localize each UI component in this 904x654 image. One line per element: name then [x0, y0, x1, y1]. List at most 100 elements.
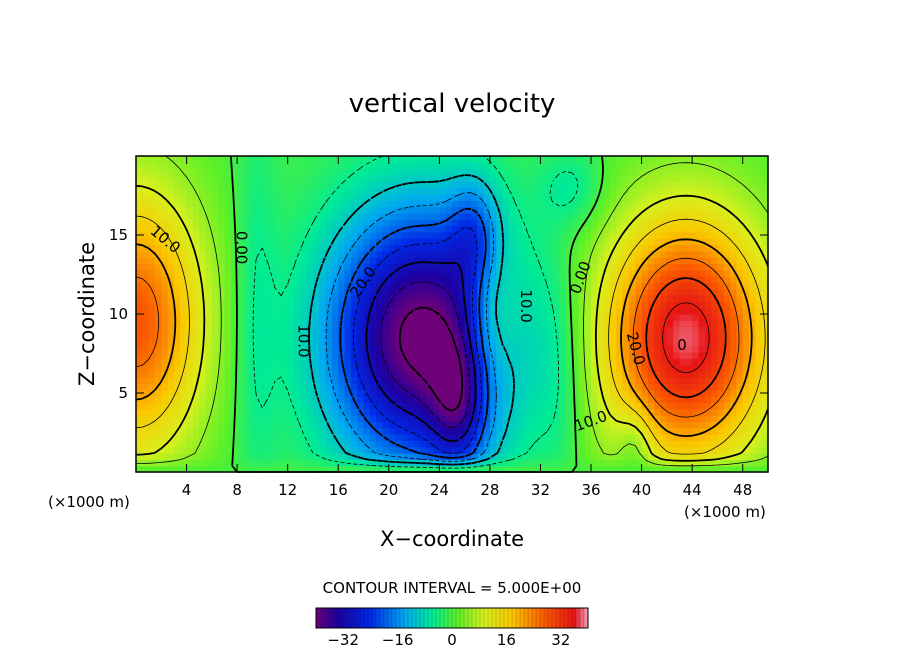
heatmap-cell	[325, 276, 333, 283]
heatmap-cell	[749, 370, 756, 378]
heatmap-cell	[414, 427, 421, 435]
heatmap-cell	[420, 288, 428, 296]
heatmap-cell	[660, 364, 668, 372]
heatmap-cell	[136, 408, 143, 416]
heatmap-cell	[306, 181, 314, 189]
heatmap-cell	[306, 402, 314, 410]
heatmap-cell	[546, 314, 554, 321]
heatmap-cell	[142, 383, 150, 391]
heatmap-cell	[180, 326, 188, 334]
heatmap-cell	[439, 307, 447, 315]
heatmap-cell	[382, 156, 390, 163]
heatmap-cell	[306, 288, 314, 296]
heatmap-cell	[445, 288, 453, 296]
heatmap-cell	[628, 314, 636, 321]
heatmap-cell	[470, 301, 478, 309]
heatmap-cell	[401, 200, 409, 208]
heatmap-cell	[496, 383, 504, 391]
heatmap-cell	[319, 377, 327, 385]
heatmap-cell	[711, 162, 719, 170]
heatmap-cell	[761, 263, 769, 271]
heatmap-cell	[578, 339, 586, 347]
heatmap-cell	[268, 162, 276, 170]
heatmap-cell	[161, 168, 169, 176]
heatmap-cell	[527, 427, 535, 435]
heatmap-cell	[180, 263, 188, 271]
heatmap-cell	[597, 358, 605, 366]
heatmap-cell	[161, 174, 169, 182]
heatmap-cell	[502, 377, 510, 385]
heatmap-cell	[489, 434, 497, 441]
heatmap-cell	[331, 465, 339, 473]
heatmap-cell	[603, 263, 611, 271]
heatmap-cell	[268, 282, 276, 290]
heatmap-cell	[622, 193, 630, 201]
heatmap-cell	[243, 244, 251, 252]
heatmap-cell	[344, 219, 352, 227]
heatmap-cell	[540, 231, 548, 239]
heatmap-cell	[268, 200, 276, 208]
heatmap-cell	[673, 434, 681, 441]
heatmap-cell	[136, 402, 143, 410]
heatmap-cell	[647, 181, 655, 189]
heatmap-cell	[673, 193, 681, 201]
heatmap-cell	[243, 408, 251, 416]
heatmap-cell	[199, 269, 207, 277]
heatmap-cell	[489, 288, 497, 296]
heatmap-cell	[376, 162, 384, 170]
heatmap-cell	[338, 301, 346, 309]
heatmap-cell	[559, 307, 567, 315]
heatmap-cell	[546, 168, 554, 176]
heatmap-cell	[553, 415, 561, 423]
heatmap-cell	[641, 238, 649, 246]
heatmap-cell	[527, 446, 535, 454]
heatmap-cell	[312, 263, 320, 271]
heatmap-cell	[698, 200, 706, 208]
heatmap-cell	[584, 389, 592, 397]
heatmap-cell	[755, 345, 763, 353]
heatmap-cell	[679, 295, 687, 302]
heatmap-cell	[445, 212, 453, 220]
heatmap-cell	[230, 383, 238, 391]
heatmap-cell	[692, 244, 700, 252]
heatmap-cell	[294, 301, 301, 309]
heatmap-cell	[502, 181, 510, 189]
heatmap-cell	[211, 377, 219, 385]
heatmap-cell	[755, 402, 763, 410]
heatmap-cell	[597, 377, 605, 385]
heatmap-cell	[546, 415, 554, 423]
heatmap-cell	[540, 370, 548, 378]
heatmap-cell	[426, 156, 434, 163]
heatmap-cell	[382, 219, 390, 227]
heatmap-cell	[142, 257, 150, 265]
heatmap-cell	[262, 332, 270, 340]
heatmap-cell	[256, 345, 263, 353]
heatmap-cell	[407, 402, 415, 410]
heatmap-cell	[749, 212, 756, 220]
heatmap-cell	[205, 174, 213, 182]
heatmap-cell	[249, 295, 257, 302]
heatmap-cell	[180, 465, 188, 473]
heatmap-cell	[521, 364, 529, 372]
heatmap-cell	[559, 415, 567, 423]
heatmap-cell	[136, 156, 143, 163]
heatmap-cell	[685, 257, 693, 265]
heatmap-cell	[319, 440, 327, 448]
heatmap-cell	[603, 206, 611, 214]
heatmap-cell	[281, 364, 289, 372]
heatmap-cell	[262, 351, 270, 359]
heatmap-cell	[262, 168, 270, 176]
heatmap-cell	[610, 193, 617, 201]
heatmap-cell	[723, 269, 731, 277]
heatmap-cell	[382, 415, 390, 423]
heatmap-cell	[730, 238, 737, 246]
heatmap-cell	[502, 200, 510, 208]
heatmap-cell	[483, 257, 491, 265]
heatmap-cell	[426, 168, 434, 176]
heatmap-cell	[635, 421, 643, 429]
heatmap-cell	[647, 282, 655, 290]
heatmap-cell	[660, 193, 668, 201]
heatmap-cell	[521, 440, 529, 448]
heatmap-cell	[534, 459, 542, 467]
heatmap-cell	[376, 446, 384, 454]
